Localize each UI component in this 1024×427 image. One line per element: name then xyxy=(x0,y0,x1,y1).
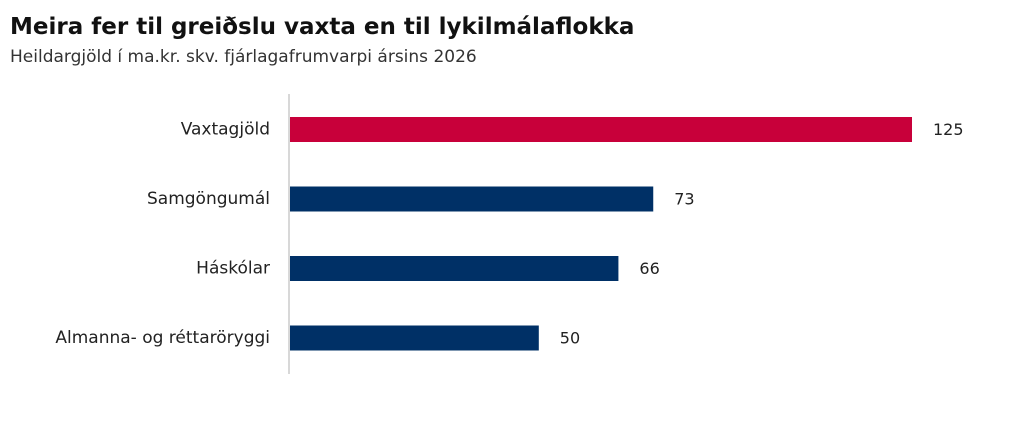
value-label: 125 xyxy=(933,120,964,139)
bar-almanna-og-r-ttar-ryggi xyxy=(290,325,539,351)
value-label: 66 xyxy=(639,259,659,278)
category-label: Almanna- og réttaröryggi xyxy=(55,328,270,348)
value-label: 50 xyxy=(560,329,580,348)
bar-samg-ngum-l xyxy=(290,186,654,212)
bar-vaxtagj-ld xyxy=(290,117,912,142)
bar-h-sk-lar xyxy=(290,256,619,281)
value-label: 73 xyxy=(674,190,694,209)
category-label: Vaxtagjöld xyxy=(181,120,270,140)
category-label: Samgöngumál xyxy=(147,189,270,209)
category-label: Háskólar xyxy=(196,259,270,279)
chart-title: Meira fer til greiðslu vaxta en til lyki… xyxy=(10,14,635,40)
chart-subtitle: Heildargjöld í ma.kr. skv. fjárlagafrumv… xyxy=(10,47,477,67)
